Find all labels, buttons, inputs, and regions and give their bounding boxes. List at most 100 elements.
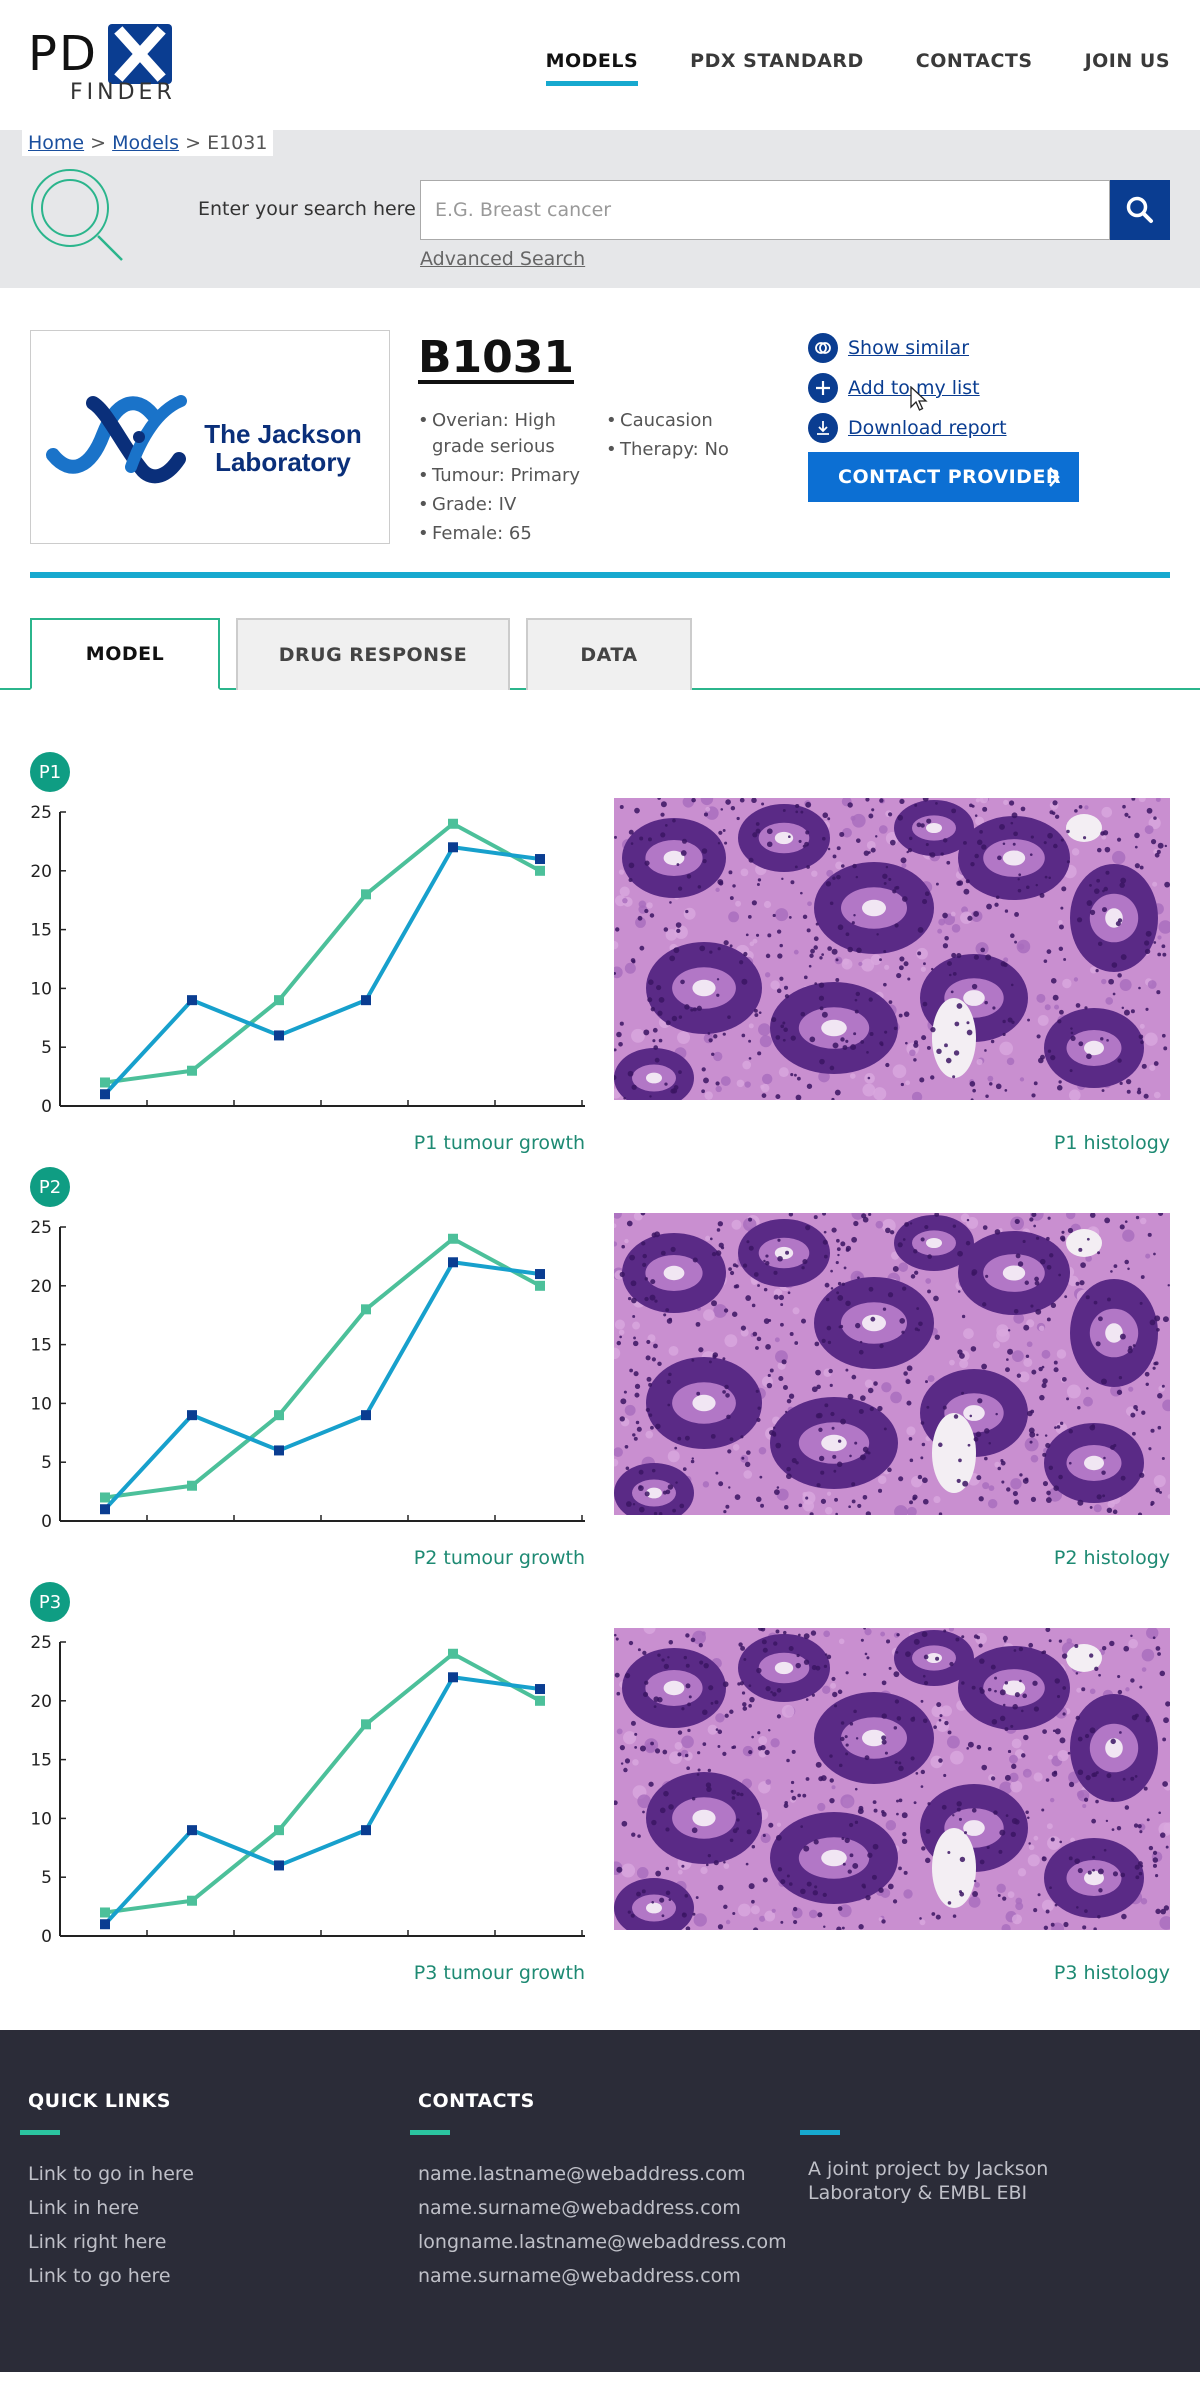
model-title: B1031 [418, 332, 574, 383]
data-point [274, 1410, 284, 1421]
footer-link[interactable]: Link in here [28, 2197, 140, 2219]
nav-contacts[interactable]: CONTACTS [915, 50, 1033, 72]
breadcrumb-separator: > [90, 132, 107, 154]
y-tick-label: 25 [30, 803, 52, 823]
main-nav: MODELS PDX STANDARD CONTACTS JOIN US [494, 50, 1170, 86]
show-similar-link[interactable]: Show similar [808, 328, 1007, 368]
footer-about-text: A joint project by Jackson Laboratory & … [808, 2158, 1049, 2204]
y-tick-label: 15 [30, 921, 52, 941]
y-tick-label: 20 [30, 1692, 52, 1712]
attribute-item: Caucasion [606, 408, 729, 434]
y-tick-label: 15 [30, 1751, 52, 1771]
data-point [100, 1492, 110, 1503]
model-actions: Show similar Add to my list Download rep… [808, 328, 1007, 448]
data-point [187, 1065, 197, 1076]
provider-name-line2: Laboratory [215, 447, 351, 477]
search-label: Enter your search here [198, 198, 416, 220]
data-point [448, 818, 458, 829]
data-point [535, 1695, 545, 1706]
data-point [100, 1089, 110, 1100]
histology-texture [614, 798, 1170, 1100]
chart-caption: P3 tumour growth [413, 1962, 585, 1984]
breadcrumb-home[interactable]: Home [28, 132, 85, 154]
chevron-right-icon [1049, 467, 1060, 487]
y-tick-label: 5 [41, 1453, 52, 1473]
logo-finder-text: FINDER [70, 80, 176, 105]
model-attributes: Overian: High grade serious Tumour: Prim… [418, 408, 798, 550]
data-point [535, 1280, 545, 1291]
contact-provider-button[interactable]: CONTACT PROVIDER [808, 452, 1079, 502]
y-tick-label: 20 [30, 1277, 52, 1297]
data-point [535, 854, 545, 865]
breadcrumb-separator: > [185, 132, 202, 154]
attribute-item: Tumour: Primary [418, 463, 606, 489]
data-point [448, 842, 458, 853]
footer-contact-email[interactable]: name.surname@webaddress.com [418, 2197, 741, 2219]
footer-link[interactable]: Link to go in here [28, 2163, 194, 2185]
y-tick-label: 25 [30, 1633, 52, 1653]
passage-badge: P2 [30, 1167, 70, 1207]
tumour-growth-chart: 0 5 10 15 20 25 [30, 1633, 585, 1947]
show-similar-icon [808, 333, 838, 363]
series-line [104, 1236, 541, 1500]
plus-icon [808, 373, 838, 403]
nav-pdx-standard[interactable]: PDX STANDARD [690, 50, 864, 72]
search-input[interactable] [420, 180, 1110, 240]
data-point [535, 1269, 545, 1280]
passage-block: P3 0 5 10 15 20 25 P3 tumour growth P3 histol… [0, 1582, 1200, 1997]
histology-texture [614, 1213, 1170, 1515]
y-tick-label: 0 [41, 1927, 52, 1947]
contact-provider-label: CONTACT PROVIDER [838, 466, 1062, 488]
tab-model[interactable]: MODEL [30, 618, 220, 690]
data-point [274, 1030, 284, 1041]
search-band: Home > Models > E1031 Enter your search … [0, 130, 1200, 288]
data-point [100, 1077, 110, 1088]
passage-badge: P1 [30, 752, 70, 792]
footer-link[interactable]: Link right here [28, 2231, 167, 2253]
footer-contact-email[interactable]: longname.lastname@webaddress.com [418, 2231, 787, 2253]
data-point [187, 1895, 197, 1906]
data-point [535, 865, 545, 876]
passage-badge: P3 [30, 1582, 70, 1622]
data-point [100, 1504, 110, 1515]
download-report-link[interactable]: Download report [808, 408, 1007, 448]
footer-heading [808, 2090, 1148, 2112]
nav-join-us[interactable]: JOIN US [1084, 50, 1170, 72]
breadcrumb: Home > Models > E1031 [22, 130, 274, 156]
tab-data[interactable]: DATA [526, 618, 692, 690]
footer-accent-bar [800, 2130, 840, 2135]
footer-link[interactable]: Link to go here [28, 2265, 171, 2287]
site-footer: QUICK LINKS Link to go in here Link in h… [0, 2030, 1200, 2372]
data-point [187, 1410, 197, 1421]
y-tick-label: 0 [41, 1512, 52, 1532]
histology-image [614, 798, 1170, 1100]
download-icon [808, 413, 838, 443]
show-similar-label: Show similar [848, 337, 970, 359]
provider-logo: The Jackson Laboratory [30, 330, 390, 544]
attribute-item: Therapy: No [606, 437, 729, 463]
series-line [103, 1675, 541, 1926]
tab-drug-response[interactable]: DRUG RESPONSE [236, 618, 510, 690]
data-point [448, 1648, 458, 1659]
footer-contact-email[interactable]: name.lastname@webaddress.com [418, 2163, 746, 2185]
y-tick-label: 10 [30, 1809, 52, 1829]
breadcrumb-models[interactable]: Models [112, 132, 180, 154]
pdx-finder-logo[interactable]: PD FINDER [28, 24, 178, 108]
add-to-list-link[interactable]: Add to my list [808, 368, 1007, 408]
tumour-growth-chart: 0 5 10 15 20 25 [30, 803, 585, 1117]
advanced-search-link[interactable]: Advanced Search [420, 248, 586, 270]
passage-block: P2 0 5 10 15 20 25 P2 tumour growth P2 histol… [0, 1167, 1200, 1582]
nav-models[interactable]: MODELS [545, 50, 639, 86]
data-point [361, 1410, 371, 1421]
data-point [100, 1907, 110, 1918]
y-tick-label: 10 [30, 1394, 52, 1414]
site-header: PD FINDER MODELS PDX STANDARD CONTACTS J… [0, 0, 1200, 130]
data-point [448, 1233, 458, 1244]
histology-caption: P1 histology [1053, 1132, 1170, 1154]
y-tick-label: 5 [41, 1868, 52, 1888]
search-button[interactable] [1110, 180, 1170, 240]
footer-contact-email[interactable]: name.surname@webaddress.com [418, 2265, 741, 2287]
y-tick-label: 0 [41, 1097, 52, 1117]
passage-block: P1 0 5 10 15 20 25 P1 tumour growth P1 histol… [0, 752, 1200, 1167]
y-tick-label: 10 [30, 979, 52, 999]
